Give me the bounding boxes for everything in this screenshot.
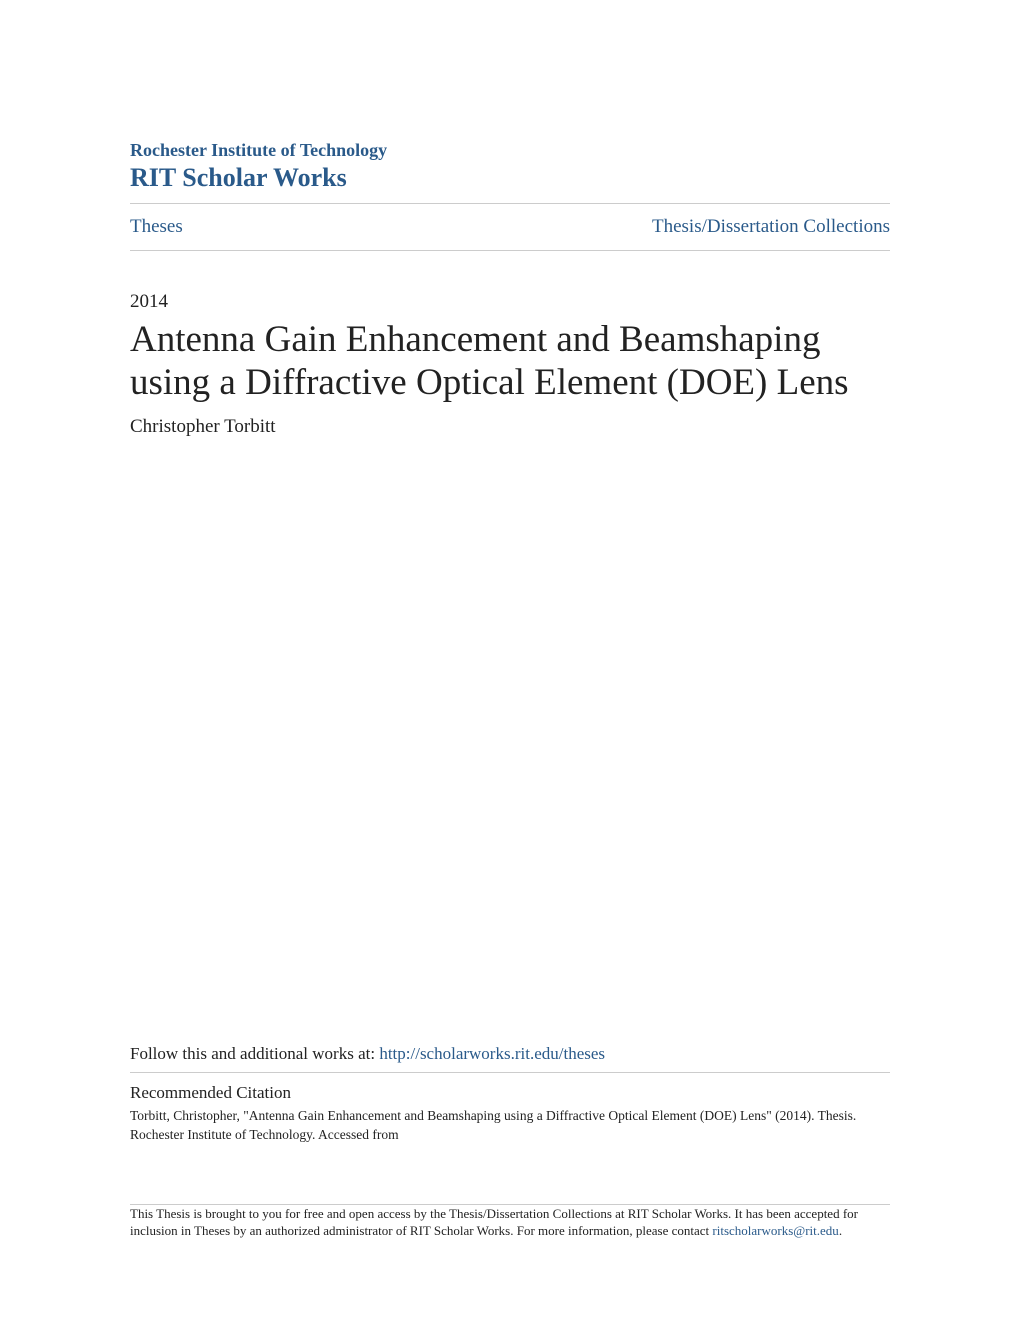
repository-name[interactable]: RIT Scholar Works (130, 163, 890, 193)
document-title: Antenna Gain Enhancement and Beamshaping… (130, 319, 890, 404)
cover-page: Rochester Institute of Technology RIT Sc… (0, 0, 1020, 1320)
nav-collections-link[interactable]: Thesis/Dissertation Collections (652, 216, 890, 238)
citation-heading: Recommended Citation (130, 1083, 890, 1103)
footer-notice: This Thesis is brought to you for free a… (130, 1205, 890, 1240)
breadcrumb: Theses Thesis/Dissertation Collections (130, 204, 890, 250)
publication-year: 2014 (130, 291, 890, 313)
nav-theses-link[interactable]: Theses (130, 216, 183, 238)
footer-email-link[interactable]: ritscholarworks@rit.edu (712, 1223, 838, 1238)
footer-text-after: . (839, 1223, 842, 1238)
follow-works: Follow this and additional works at: htt… (130, 1044, 890, 1064)
document-author: Christopher Torbitt (130, 416, 890, 438)
divider-nav (130, 250, 890, 251)
divider-follow (130, 1072, 890, 1073)
follow-url-link[interactable]: http://scholarworks.rit.edu/theses (379, 1044, 605, 1063)
citation-text: Torbitt, Christopher, "Antenna Gain Enha… (130, 1107, 890, 1143)
follow-prefix: Follow this and additional works at: (130, 1044, 379, 1063)
institution-name: Rochester Institute of Technology (130, 140, 890, 161)
spacer (130, 438, 890, 1044)
